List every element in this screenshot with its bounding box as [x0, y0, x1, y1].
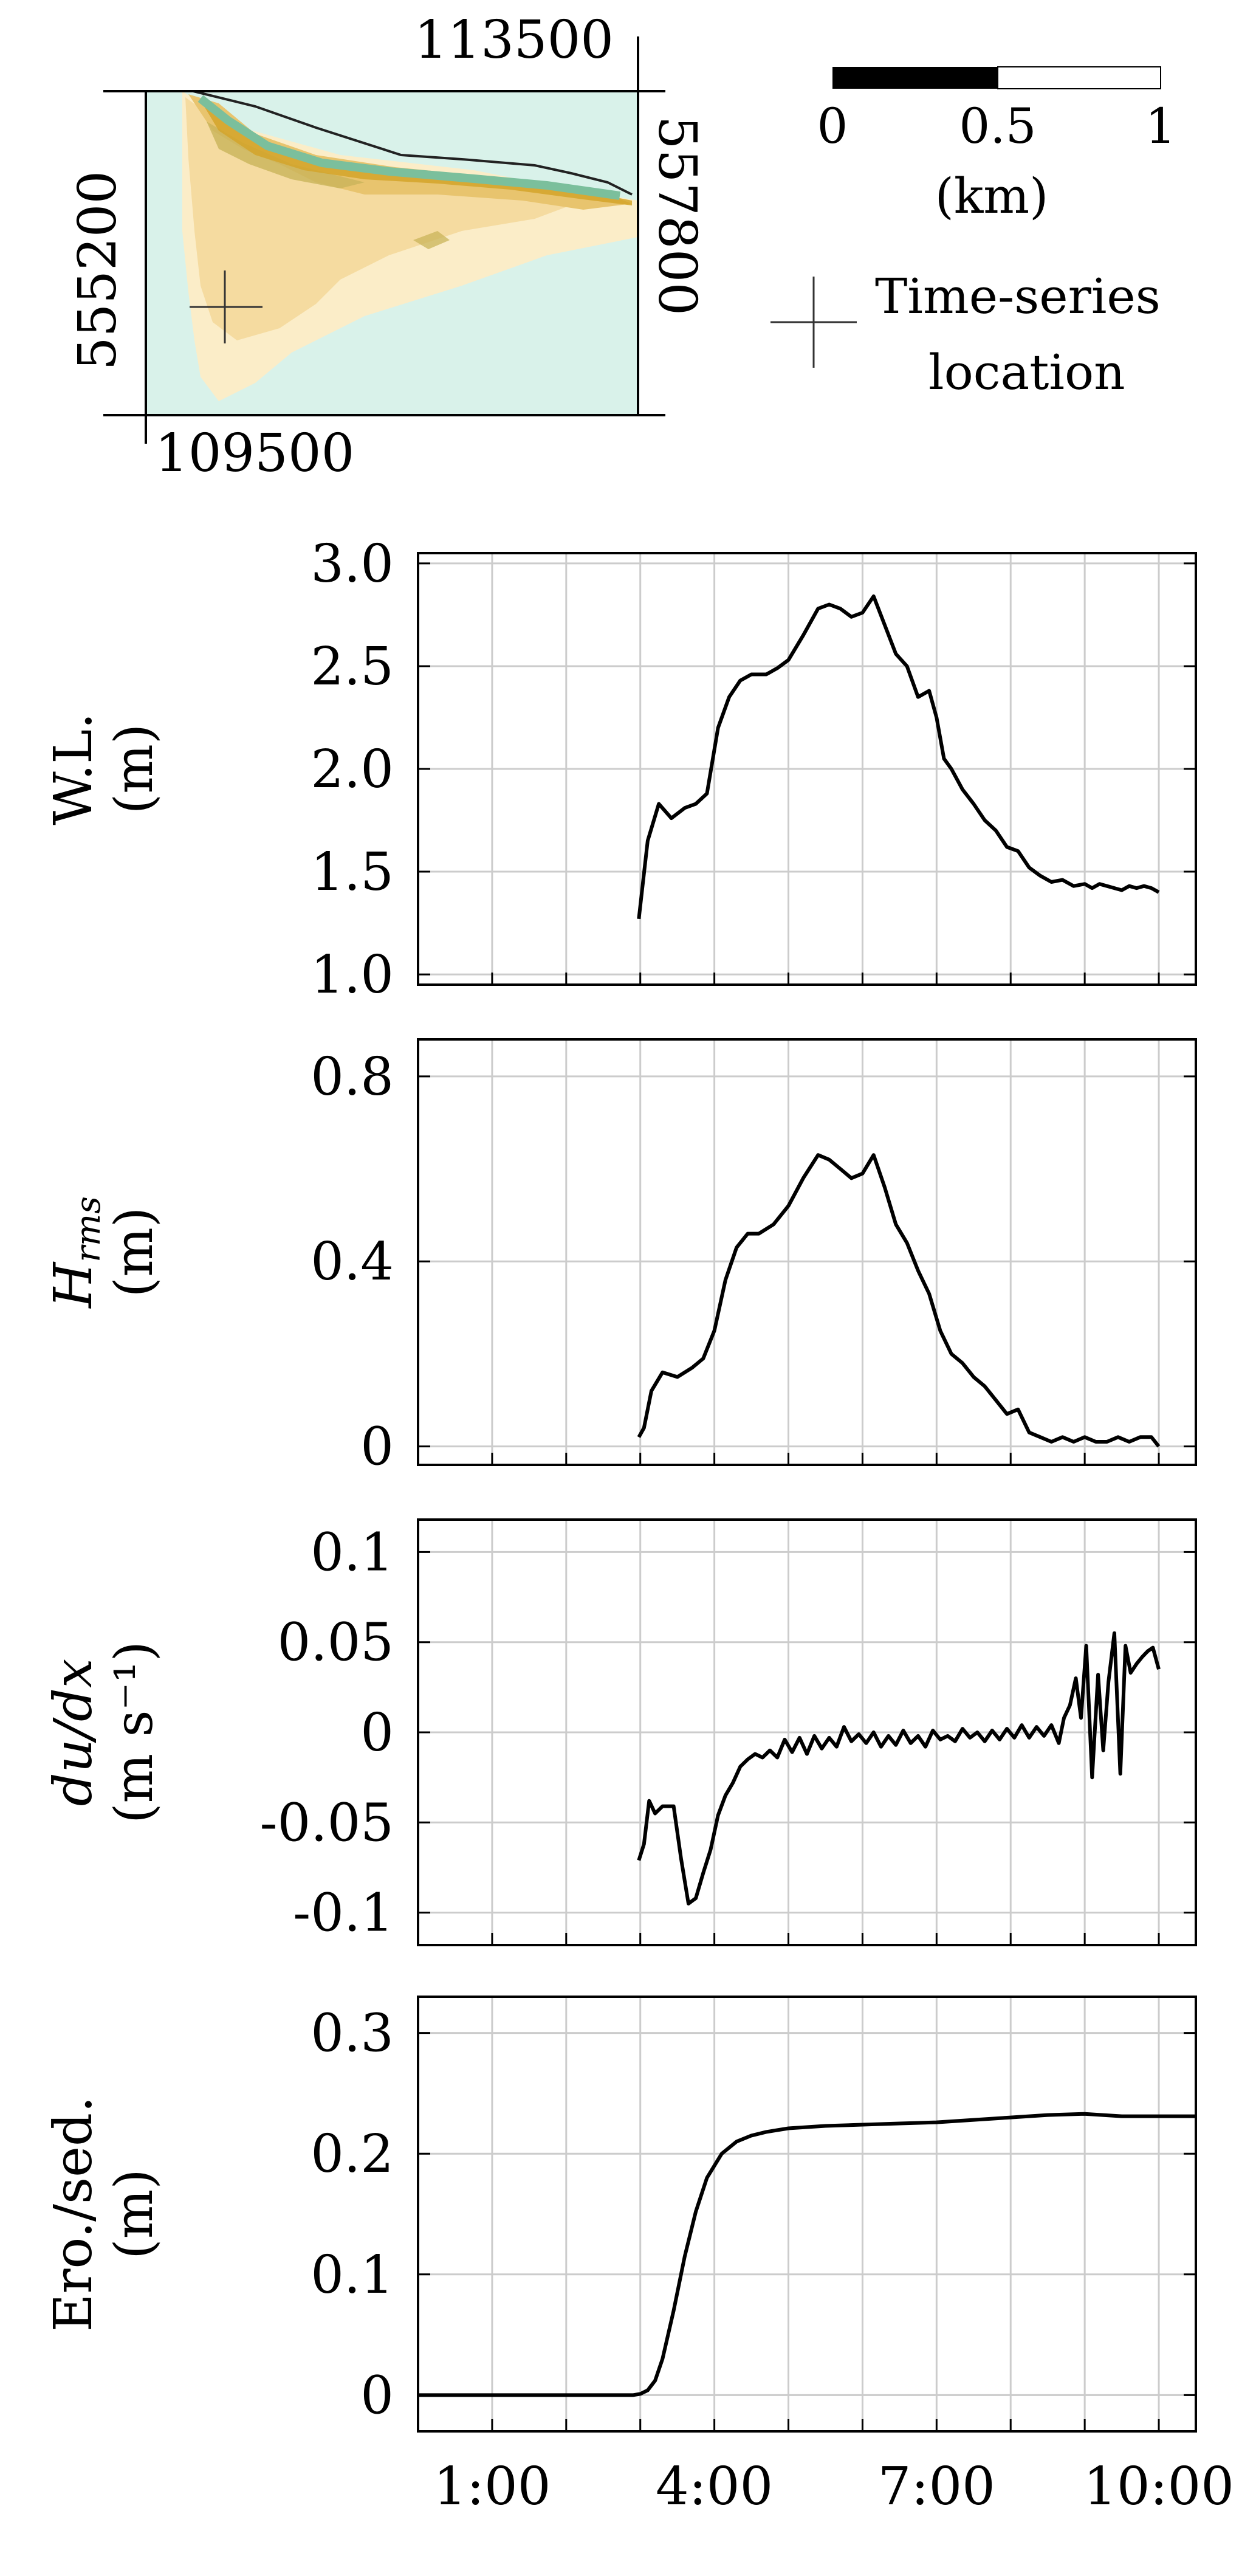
legend-label-line2: location — [928, 344, 1125, 401]
y-tick-label: -0.05 — [259, 1793, 394, 1853]
y-tick-label: 3.0 — [311, 534, 394, 594]
y-tick-label: 0 — [360, 1703, 394, 1763]
map-image — [146, 91, 638, 415]
plot-frame — [417, 1038, 1197, 1466]
legend-crosshair-icon — [770, 277, 857, 368]
y-axis-unit: (m) — [104, 2169, 165, 2259]
y-tick-label: 1.5 — [311, 842, 394, 903]
legend-label-line1: Time-series — [875, 268, 1161, 325]
map-coord-top: 113500 — [414, 10, 614, 71]
y-tick-label: 0.1 — [311, 2245, 394, 2306]
y-tick-label: 0.8 — [311, 1047, 394, 1107]
series-line — [637, 1631, 1161, 1906]
y-tick-label: 0.05 — [278, 1613, 394, 1673]
tidal-channel — [197, 95, 620, 200]
scale-bar: 0 0.5 1 (km) — [817, 66, 1176, 224]
y-axis-label: Ero./sed. — [43, 2096, 104, 2332]
series-line — [418, 2112, 1196, 2397]
y-tick-label: 2.0 — [311, 739, 394, 800]
scale-bar-black — [832, 67, 998, 89]
y-tick-label: 0.1 — [311, 1522, 394, 1583]
map-coord-right: 557800 — [647, 116, 707, 315]
y-tick-label: 0 — [360, 2365, 394, 2426]
series-line — [637, 594, 1160, 920]
chart-panel-3: 0.1 0.05 0 -0.05 -0.1 du/dx (m s⁻¹) — [43, 1518, 1197, 1946]
scale-tick-1: 0.5 — [959, 98, 1036, 154]
y-axis-unit: (m) — [104, 724, 165, 814]
vegetation-patch — [207, 122, 365, 188]
series-line — [637, 1153, 1161, 1448]
map-coord-left: 555200 — [67, 171, 128, 370]
map-panel: 113500 109500 555200 557800 — [67, 10, 707, 484]
legend: Time-series location — [770, 268, 1161, 401]
chart-panel-4: 0 0.1 0.2 0.3 Ero./sed. (m) 1:00 4:00 7:00 10:00 — [43, 1996, 1234, 2517]
timeseries-panels: 1.01.52.02.53.0W.L. (m)00.40.8Hrms(m)0.10… — [43, 534, 1234, 2517]
x-tick-label: 4:00 — [656, 2456, 773, 2517]
y-tick-label: 1.0 — [311, 945, 394, 1005]
chart-panel-2: 0 0.4 0.8 Hrms(m) — [43, 1038, 1197, 1478]
chart-panel-1: 1.0 1.5 2.0 2.5 3.0 W.L. (m) — [43, 534, 1197, 1005]
x-tick-label: 1:00 — [433, 2456, 551, 2517]
map-coord-bottom: 109500 — [155, 423, 354, 484]
x-tick-label: 10:00 — [1083, 2456, 1234, 2517]
x-tick-label: 7:00 — [878, 2456, 995, 2517]
y-axis-label: Hrms — [43, 1196, 108, 1309]
y-tick-label: 0.3 — [311, 2003, 394, 2064]
coastline — [193, 91, 633, 196]
y-axis-unit: (m s⁻¹) — [104, 1641, 165, 1824]
plot-frame — [417, 552, 1197, 986]
y-tick-label: 0.2 — [311, 2124, 394, 2185]
scale-unit: (km) — [935, 168, 1049, 224]
scale-bar-white — [997, 66, 1161, 89]
y-tick-label: -0.1 — [293, 1883, 394, 1944]
y-axis-label: W.L. — [43, 712, 104, 825]
vegetation-patch-2 — [413, 231, 450, 249]
plot-frame — [417, 1518, 1197, 1946]
y-tick-label: 0 — [360, 1417, 394, 1478]
y-axis-unit: (m) — [104, 1207, 165, 1298]
y-axis-label: du/dx — [43, 1659, 104, 1806]
y-tick-label: 2.5 — [311, 636, 394, 697]
plot-frame — [417, 1996, 1197, 2433]
scale-tick-0: 0 — [817, 98, 848, 154]
y-tick-label: 0.4 — [311, 1231, 394, 1292]
scale-tick-2: 1 — [1145, 98, 1176, 154]
timeseries-marker-icon — [190, 270, 263, 343]
